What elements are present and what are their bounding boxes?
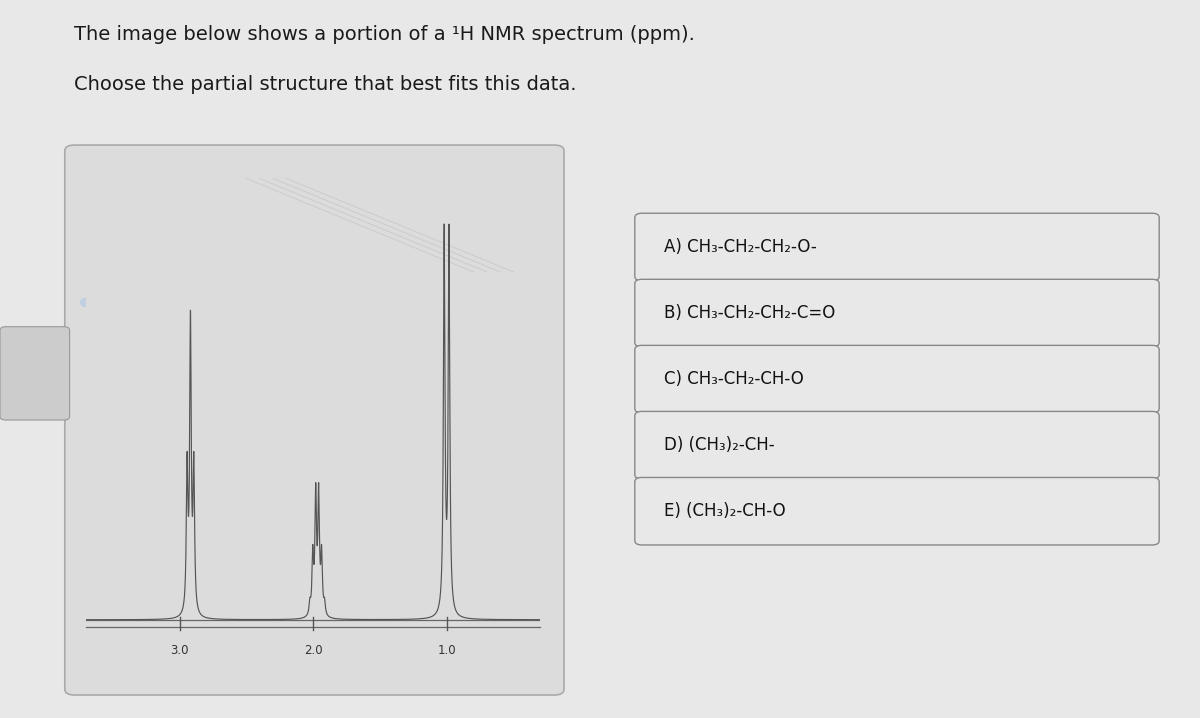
FancyBboxPatch shape [635,411,1159,479]
FancyBboxPatch shape [0,327,70,420]
Text: A) CH₃-CH₂-CH₂-O-: A) CH₃-CH₂-CH₂-O- [664,238,816,256]
Text: D) (CH₃)₂-CH-: D) (CH₃)₂-CH- [664,436,774,454]
Text: C) CH₃-CH₂-CH-O: C) CH₃-CH₂-CH-O [664,370,803,388]
Text: B) CH₃-CH₂-CH₂-C=O: B) CH₃-CH₂-CH₂-C=O [664,304,835,322]
Text: 3.0: 3.0 [170,644,190,658]
Text: The image below shows a portion of a ¹H NMR spectrum (ppm).: The image below shows a portion of a ¹H … [74,25,695,44]
Text: 1.0: 1.0 [437,644,456,658]
FancyBboxPatch shape [65,145,564,695]
FancyBboxPatch shape [635,345,1159,413]
Text: 2.0: 2.0 [304,644,323,658]
FancyBboxPatch shape [635,477,1159,545]
Text: Choose the partial structure that best fits this data.: Choose the partial structure that best f… [74,75,577,94]
FancyBboxPatch shape [635,279,1159,347]
Text: E) (CH₃)₂-CH-O: E) (CH₃)₂-CH-O [664,502,785,521]
FancyBboxPatch shape [635,213,1159,281]
